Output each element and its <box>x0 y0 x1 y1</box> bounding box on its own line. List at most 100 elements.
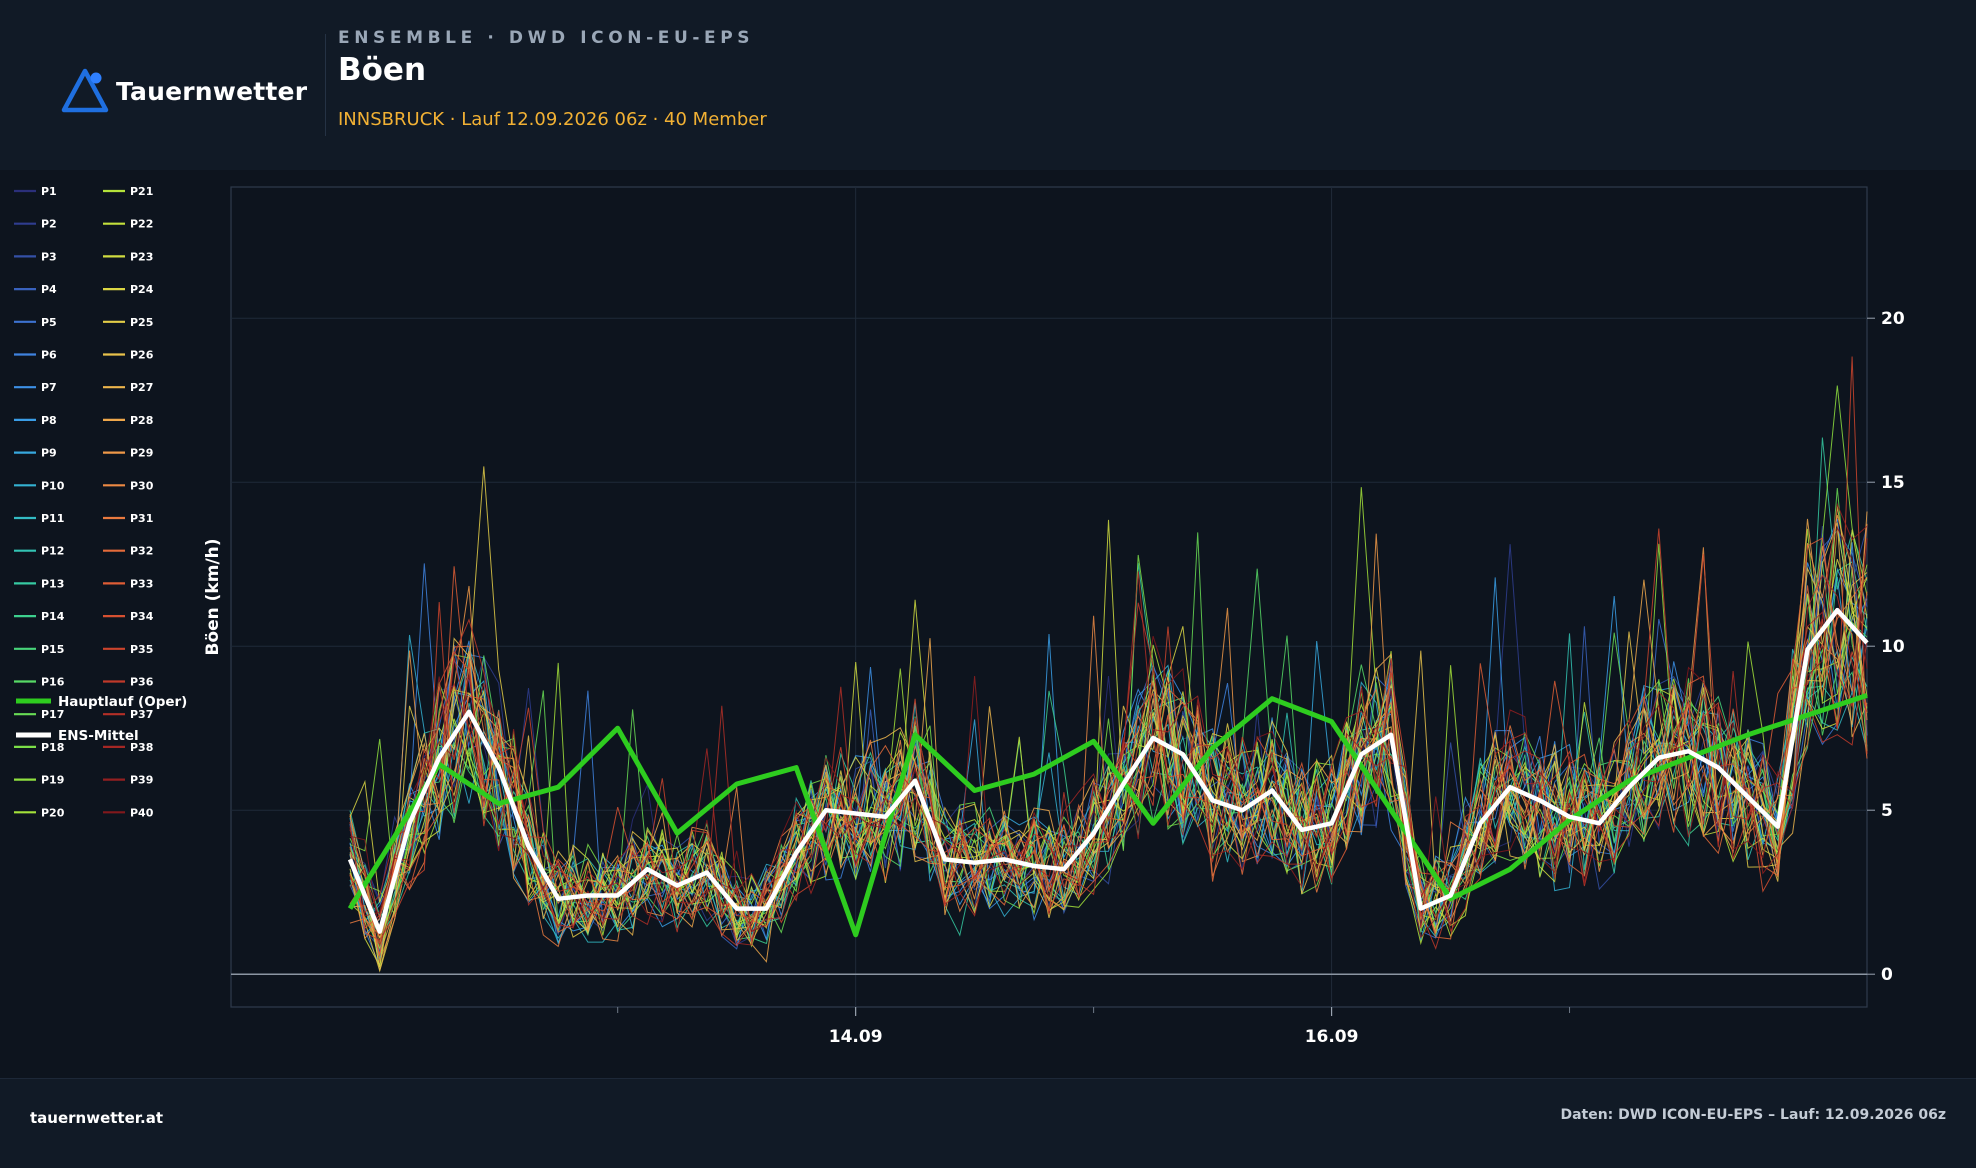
legend-label: P26 <box>130 349 154 362</box>
legend-item-p25: P25 <box>103 316 153 329</box>
legend-item-p13: P13 <box>14 577 64 590</box>
legend-label: P1 <box>41 185 57 198</box>
legend-label: P30 <box>130 479 154 492</box>
legend-label: P7 <box>41 381 57 394</box>
legend-label: P8 <box>41 414 57 427</box>
legend-label: P27 <box>130 381 153 394</box>
legend-item-ens-mean: ENS-Mittel <box>16 728 139 744</box>
member-line-p39 <box>349 502 1868 929</box>
legend-label: P6 <box>41 349 57 362</box>
legend-label: P12 <box>41 545 64 558</box>
legend-item-p23: P23 <box>103 250 153 263</box>
page-title: Böen <box>338 52 427 88</box>
legend-label: P17 <box>41 708 64 721</box>
legend-item-p37: P37 <box>103 708 153 721</box>
legend-item-p3: P3 <box>14 250 57 263</box>
legend-label: P13 <box>41 577 64 590</box>
legend-item-p10: P10 <box>14 479 65 492</box>
legend-item-p2: P2 <box>14 218 57 231</box>
chart-area: 0 5 10 15 20 Böen (km/h) 14.09 16.09 P1 P2 P3 P4 P5 P… <box>0 170 1976 1078</box>
legend-item-p5: P5 <box>14 316 57 329</box>
legend-label: P40 <box>130 806 154 819</box>
legend-item-p32: P32 <box>103 545 153 558</box>
legend-item-p1: P1 <box>14 185 57 198</box>
legend-label: P39 <box>130 774 153 787</box>
legend-item-p6: P6 <box>14 349 57 362</box>
legend-item-p7: P7 <box>14 381 57 394</box>
legend-label: P32 <box>130 545 153 558</box>
footer-site[interactable]: tauernwetter.at <box>30 1109 164 1127</box>
legend-label: P35 <box>130 643 153 656</box>
legend-label: P24 <box>130 283 154 296</box>
member-line-p32 <box>349 585 1868 946</box>
legend-label: P11 <box>41 512 64 525</box>
legend-item-p21: P21 <box>103 185 153 198</box>
legend-label: P2 <box>41 218 57 231</box>
legend-label: P18 <box>41 741 64 754</box>
legend-label: P23 <box>130 250 153 263</box>
y-tick-label: 10 <box>1881 637 1905 657</box>
legend-item-p33: P33 <box>103 577 153 590</box>
legend-item-p29: P29 <box>103 447 153 460</box>
legend-label: P31 <box>130 512 153 525</box>
legend-label: P16 <box>41 676 65 689</box>
legend-label: Hauptlauf (Oper) <box>58 694 187 710</box>
y-tick-label: 0 <box>1881 965 1893 985</box>
triangle-logo-icon <box>61 68 109 113</box>
legend-item-p36: P36 <box>103 676 154 689</box>
footer-source: Daten: DWD ICON-EU-EPS – Lauf: 12.09.202… <box>1560 1107 1946 1123</box>
member-line-p33 <box>349 537 1868 957</box>
legend-item-p4: P4 <box>14 283 57 296</box>
legend-label: P33 <box>130 577 153 590</box>
legend-item-p20: P20 <box>14 806 65 819</box>
y-axis-label: Böen (km/h) <box>203 538 223 655</box>
legend-label: P4 <box>41 283 57 296</box>
member-line-p20 <box>349 487 1868 951</box>
legend-item-p12: P12 <box>14 545 64 558</box>
legend-label: P38 <box>130 741 153 754</box>
brand-logo[interactable]: Tauernwetter <box>60 66 307 116</box>
legend-item-p26: P26 <box>103 349 154 362</box>
brand-name: Tauernwetter <box>116 76 308 106</box>
y-tick-label: 5 <box>1881 801 1893 821</box>
legend-item-p18: P18 <box>14 741 64 754</box>
legend-label: P9 <box>41 447 57 460</box>
legend-label: P10 <box>41 479 65 492</box>
legend-item-p38: P38 <box>103 741 153 754</box>
legend-item-p27: P27 <box>103 381 153 394</box>
header: Tauernwetter ENSEMBLE · DWD ICON-EU-EPS … <box>0 0 1976 170</box>
legend-label: P28 <box>130 414 153 427</box>
legend-label: P20 <box>41 806 65 819</box>
model-eyebrow: ENSEMBLE · DWD ICON-EU-EPS <box>338 28 755 48</box>
legend-item-p40: P40 <box>103 806 154 819</box>
legend-label: P29 <box>130 447 153 460</box>
legend-label: P3 <box>41 250 57 263</box>
member-line-p24 <box>349 558 1868 936</box>
plot-frame <box>230 186 1868 1008</box>
y-tick-label: 20 <box>1881 309 1905 329</box>
x-tick-label: 16.09 <box>1305 1027 1359 1047</box>
member-line-p31 <box>349 576 1868 948</box>
legend-item-p15: P15 <box>14 643 64 656</box>
member-line-p17 <box>349 487 1868 948</box>
run-subtitle: INNSBRUCK · Lauf 12.09.2026 06z · 40 Mem… <box>338 109 767 130</box>
legend-item-p9: P9 <box>14 447 57 460</box>
legend-item-p35: P35 <box>103 643 153 656</box>
legend-item-p28: P28 <box>103 414 153 427</box>
legend-label: P36 <box>130 676 154 689</box>
legend-label: P21 <box>130 185 153 198</box>
legend-label: P22 <box>130 218 153 231</box>
member-line-p34 <box>349 554 1868 930</box>
legend-item-p14: P14 <box>14 610 65 623</box>
x-axis: 14.09 16.09 <box>617 1007 1571 1047</box>
legend-item-p30: P30 <box>103 479 154 492</box>
legend-item-oper: Hauptlauf (Oper) <box>16 694 187 710</box>
legend-item-p19: P19 <box>14 774 64 787</box>
legend-item-p24: P24 <box>103 283 154 296</box>
legend-label: P15 <box>41 643 64 656</box>
legend-item-p16: P16 <box>14 676 65 689</box>
legend-label: P37 <box>130 708 153 721</box>
legend-item-p22: P22 <box>103 218 153 231</box>
